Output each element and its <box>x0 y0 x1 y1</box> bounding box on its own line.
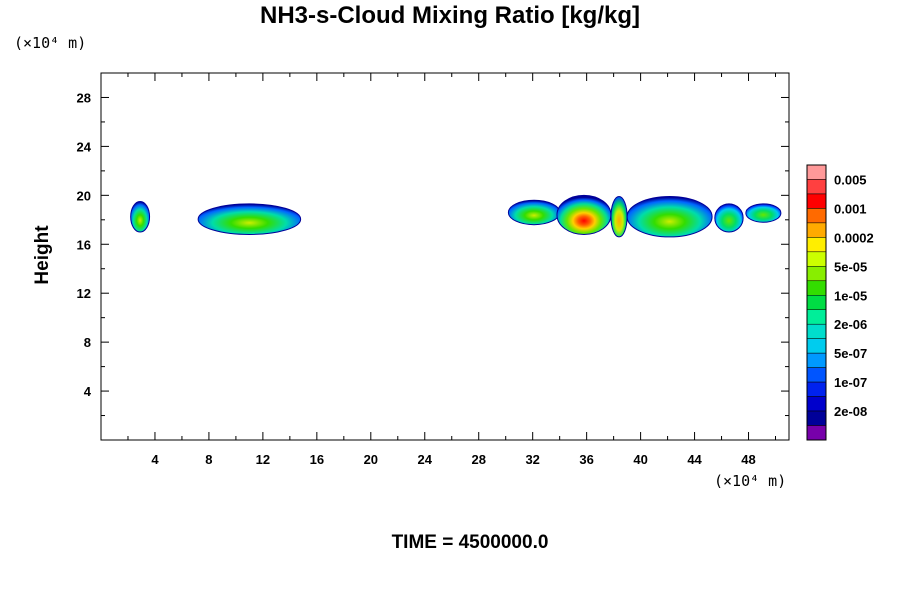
colorbar-swatch <box>806 179 827 195</box>
cloud-region-3 <box>507 199 561 226</box>
x-tick-label: 16 <box>310 452 324 467</box>
time-label: TIME = 4500000.0 <box>391 532 549 553</box>
x-tick-label: 8 <box>205 452 212 467</box>
colorbar-swatch <box>806 295 827 310</box>
colorbar-swatch <box>806 208 827 224</box>
cloud-region-2 <box>197 203 302 235</box>
colorbar-label: 1e-05 <box>834 288 867 303</box>
x-tick-label: 36 <box>579 452 593 467</box>
colorbar-swatch <box>806 367 827 383</box>
y-tick-label: 8 <box>84 335 91 350</box>
x-tick-label: 24 <box>418 452 433 467</box>
x-tick-label: 48 <box>741 452 755 467</box>
colorbar-swatch <box>806 338 827 354</box>
colorbar-swatch <box>806 266 827 282</box>
cloud-region-1 <box>130 200 151 233</box>
colorbar-label: 5e-05 <box>834 259 867 274</box>
y-tick-label: 24 <box>77 139 92 154</box>
colorbar-label: 0.005 <box>834 172 867 187</box>
y-tick-label: 12 <box>77 286 91 301</box>
chart-title: NH3-s-Cloud Mixing Ratio [kg/kg] <box>260 2 640 29</box>
colorbar-swatch <box>806 410 827 426</box>
colorbar-swatch <box>806 251 827 267</box>
colorbar-swatch <box>806 352 827 368</box>
x-tick-label: 28 <box>471 452 485 467</box>
y-axis-unit: (×10⁴ m) <box>14 34 87 52</box>
colorbar-label: 1e-07 <box>834 375 867 390</box>
y-tick-label: 4 <box>84 384 92 399</box>
x-tick-label: 20 <box>364 452 378 467</box>
x-tick-label: 4 <box>151 452 159 467</box>
colorbar-swatch <box>806 237 827 253</box>
x-axis-unit: (×10⁴ m) <box>714 472 787 490</box>
colorbar-label: 0.001 <box>834 201 867 216</box>
x-tick-label: 12 <box>256 452 270 467</box>
cloud-region-5 <box>610 196 628 238</box>
colorbar-label: 2e-08 <box>834 404 867 419</box>
colorbar-swatch <box>806 323 827 339</box>
cloud-region-4 <box>556 194 612 235</box>
cloud-region-6 <box>626 196 713 238</box>
colorbar-label: 0.0002 <box>834 230 874 245</box>
colorbar-label: 5e-07 <box>834 346 867 361</box>
plot-frame <box>100 72 790 441</box>
colorbar-swatch <box>806 381 827 397</box>
y-tick-label: 28 <box>77 90 91 105</box>
x-tick-label: 44 <box>687 452 702 467</box>
colorbar-swatch <box>806 193 827 209</box>
colorbar-swatch <box>806 309 827 325</box>
colorbar-frame <box>806 164 827 441</box>
x-tick-label: 40 <box>633 452 647 467</box>
y-tick-label: 20 <box>77 188 91 203</box>
cloud-region-8 <box>745 203 782 223</box>
colorbar-swatch <box>806 396 827 412</box>
colorbar-label: 2e-06 <box>834 317 867 332</box>
cloud-region-7 <box>714 203 744 233</box>
y-tick-label: 16 <box>77 237 91 252</box>
colorbar-swatch <box>806 222 827 238</box>
colorbar-swatch <box>806 280 827 296</box>
colorbar-swatch <box>806 425 827 441</box>
colorbar-swatch <box>806 164 827 180</box>
x-tick-label: 32 <box>525 452 539 467</box>
